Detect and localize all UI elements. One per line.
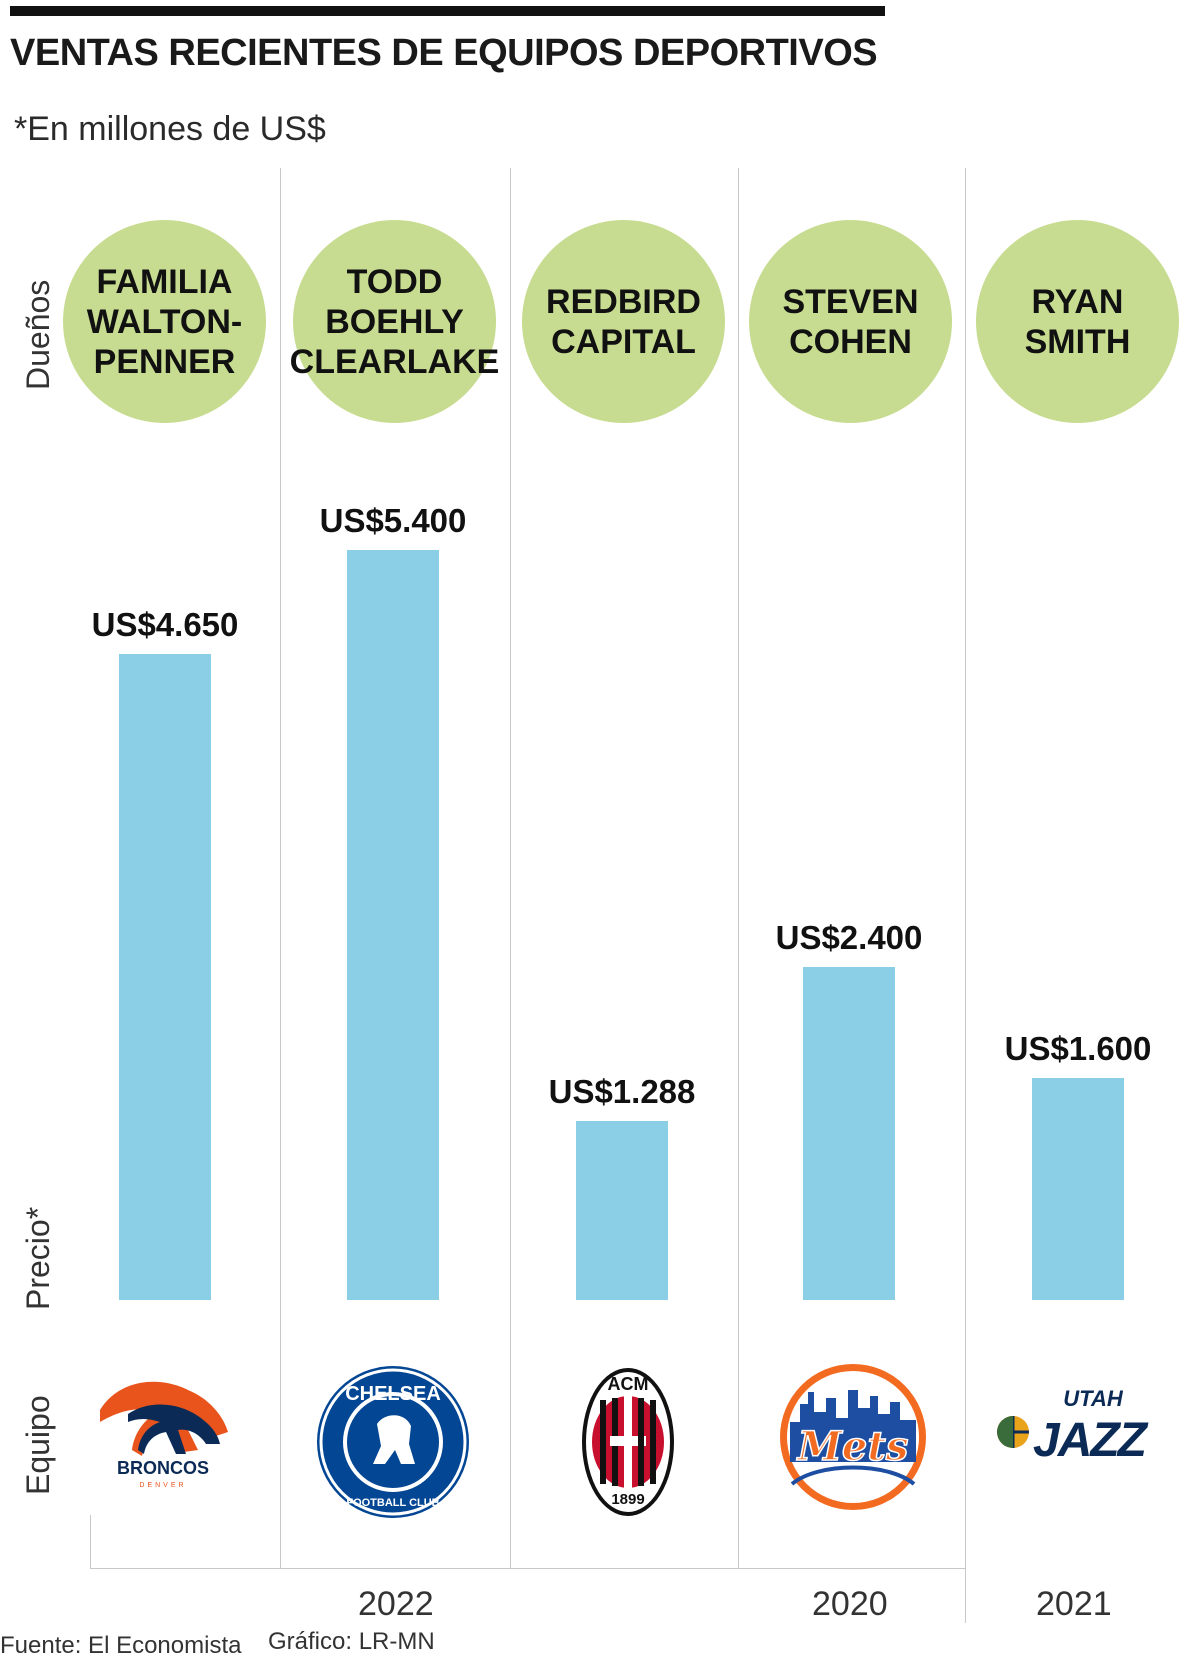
owner-circle: RYAN SMITH (976, 220, 1179, 423)
chelsea-logo: CHELSEA FOOTBALL CLUB (315, 1364, 471, 1525)
graphic-credit: Gráfico: LR-MN (268, 1628, 435, 1655)
column-separator (965, 168, 966, 1623)
chart-subtitle: *En millones de US$ (14, 110, 326, 148)
chart-title: VENTAS RECIENTES DE EQUIPOS DEPORTIVOS (10, 32, 878, 74)
bar-utah-jazz (1032, 1077, 1124, 1300)
acmilan-logo-sub: 1899 (611, 1491, 644, 1508)
mets-logo: Mets (778, 1362, 928, 1517)
bar-ac-milan (576, 1121, 668, 1300)
owner-name: TODD BOEHLY CLEARLAKE (289, 262, 500, 381)
year-label-2020: 2020 (812, 1585, 888, 1623)
broncos-logo: BRONCOS DENVER (88, 1370, 238, 1495)
broncos-logo-sub: DENVER (139, 1482, 186, 1489)
broncos-logo-text: BRONCOS (117, 1458, 209, 1478)
owner-name: REDBIRD CAPITAL (546, 282, 701, 361)
year-label-2022: 2022 (358, 1585, 434, 1623)
acmilan-logo: ACM 1899 (580, 1364, 676, 1525)
bar-chelsea (347, 550, 439, 1300)
top-rule (10, 6, 885, 16)
column-separator (280, 168, 281, 1568)
mets-logo-text: Mets (796, 1423, 909, 1470)
bracket-left (90, 1515, 91, 1568)
owner-circle: TODD BOEHLY CLEARLAKE (290, 220, 499, 423)
utah-jazz-logo-text: JAZZ (1033, 1414, 1149, 1464)
source-note: Fuente: El Economista (0, 1632, 242, 1659)
owner-circle: FAMILIA WALTON- PENNER (63, 220, 266, 423)
column-separator (510, 168, 511, 1568)
bar-broncos (119, 654, 211, 1300)
bar-mets (803, 966, 895, 1300)
owner-circle: REDBIRD CAPITAL (522, 220, 725, 423)
year-label-2021: 2021 (1036, 1585, 1112, 1623)
column-separator (738, 168, 739, 1568)
utah-jazz-logo-sub: UTAH (1063, 1386, 1124, 1411)
year-bracket-2022 (90, 1568, 738, 1569)
value-label: US$4.650 (91, 606, 239, 644)
year-bracket-2020 (738, 1568, 965, 1569)
value-label: US$5.400 (319, 502, 467, 539)
row-label-team: Equipo (20, 1395, 56, 1495)
owner-name: STEVEN COHEN (782, 282, 919, 361)
value-label: US$2.400 (775, 918, 923, 956)
owner-name: RYAN SMITH (1024, 282, 1131, 361)
owner-circle: STEVEN COHEN (749, 220, 952, 423)
value-label: US$1.600 (1004, 1029, 1152, 1067)
owner-name: FAMILIA WALTON- PENNER (86, 262, 243, 381)
chelsea-logo-sub: FOOTBALL CLUB (346, 1497, 439, 1509)
value-label: US$1.288 (548, 1073, 696, 1111)
acmilan-logo-text: ACM (608, 1374, 649, 1394)
utah-jazz-logo: UTAH JAZZ (993, 1384, 1153, 1469)
row-label-price: Precio* (20, 1206, 56, 1310)
chelsea-logo-text: CHELSEA (345, 1383, 441, 1405)
row-label-owners: Dueños (20, 279, 56, 390)
